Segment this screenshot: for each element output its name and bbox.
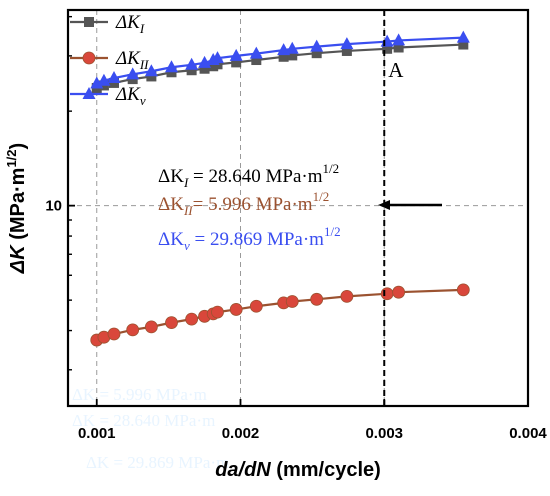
point-k2 [211, 305, 224, 319]
point-kv [211, 51, 224, 64]
annotation-k2-value: = 5.996 MPa·m [193, 194, 313, 215]
legend-item-k2: ΔKII [70, 48, 149, 72]
legend-marker-k2 [82, 51, 96, 65]
point-k2 [340, 289, 354, 303]
legend-item-k1: ΔKI [70, 12, 145, 36]
ghost-text: ΔK = 5.996 MPa·m [72, 385, 207, 404]
x-tick-label: 0.001 [78, 425, 116, 442]
point-k2 [229, 303, 243, 316]
x-tick-label: 0.004 [509, 425, 547, 442]
ghost-text: ΔK = 28.640 MPa·m [72, 411, 215, 430]
point-kv [144, 64, 158, 77]
point-k1 [146, 71, 157, 82]
ghost-text: ΔK = 29.869 MPa·m [86, 453, 229, 472]
x-tick-label: 0.003 [365, 425, 403, 442]
point-k1 [393, 42, 404, 53]
point-k2 [392, 285, 406, 299]
annotation-k1-symbol: ΔK [158, 166, 184, 187]
legend-label-k1: ΔKI [115, 12, 145, 36]
point-kv [285, 41, 299, 54]
point-k2 [380, 287, 394, 301]
point-k2 [165, 316, 178, 330]
point-k1 [287, 50, 298, 61]
point-k1 [278, 51, 289, 62]
annotation-k1-sup: 1/2 [323, 161, 340, 176]
point-k1 [311, 48, 322, 59]
legend-label-kv: ΔKv [115, 84, 146, 108]
point-k1 [186, 65, 197, 76]
svg-text:ΔKI = 28.640 MPa·m1/2: ΔKI = 28.640 MPa·m1/2 [158, 161, 339, 190]
point-k1 [341, 45, 352, 56]
point-k1 [231, 57, 242, 68]
annotation-k2-sub: II [183, 203, 193, 218]
point-kv [392, 33, 406, 46]
legend-marker-kv [82, 87, 96, 99]
point-k1 [166, 67, 177, 78]
point-k1 [458, 39, 469, 50]
legend: ΔKI ΔKII ΔKv [70, 12, 149, 108]
point-kv [229, 48, 243, 61]
point-k2 [144, 320, 158, 334]
point-kv [185, 57, 199, 70]
point-kv [310, 39, 324, 52]
point-k1 [199, 63, 210, 74]
series-k2 [90, 283, 470, 347]
svg-text:ΔKv = 29.869 MPa·m1/2: ΔKv = 29.869 MPa·m1/2 [158, 224, 341, 253]
x-axis-title: da/dN (mm/cycle) [215, 459, 381, 481]
annotation-k1-sub: I [183, 175, 189, 190]
point-k2 [185, 312, 199, 326]
svg-text:ΔKII= 5.996 MPa·m1/2: ΔKII= 5.996 MPa·m1/2 [158, 189, 329, 218]
point-kv [456, 30, 470, 43]
annotation-kv-symbol: ΔK [158, 229, 184, 250]
annotation-k2: ΔKII= 5.996 MPa·m1/2 [158, 189, 329, 218]
plot-frame [66, 8, 530, 408]
point-k2 [285, 295, 299, 308]
point-k2 [249, 299, 263, 313]
point-k1 [382, 43, 393, 54]
annotation-kv-sub: v [184, 238, 190, 253]
marker-label-a: A [388, 58, 404, 82]
point-kv [126, 67, 140, 80]
legend-item-kv: ΔKv [70, 84, 146, 108]
series-layer [90, 30, 470, 347]
annotation-k2-symbol: ΔK [158, 194, 184, 215]
annotation-kv-value: = 29.869 MPa·m [190, 229, 324, 250]
point-kv [107, 71, 121, 84]
point-k2 [107, 327, 121, 341]
series-kv [90, 30, 470, 89]
point-kv [97, 73, 111, 86]
point-kv [249, 46, 263, 59]
y-tick-label: 10 [45, 198, 62, 215]
annotation-k1-value: = 28.640 MPa·m [188, 166, 322, 187]
y-axis-title: ΔK (MPa·m1/2) [4, 143, 29, 274]
x-tick-label: 0.002 [222, 425, 260, 442]
legend-label-k2: ΔKII [115, 48, 149, 72]
legend-marker-k1 [84, 17, 94, 27]
annotation-kv-sup: 1/2 [324, 224, 341, 239]
annotation-arrow [378, 200, 442, 210]
annotation-kv: ΔKv = 29.869 MPa·m1/2 [158, 224, 341, 253]
point-k2 [126, 323, 140, 337]
annotation-k1: ΔKI = 28.640 MPa·m1/2 [158, 161, 339, 190]
point-k2 [456, 283, 470, 297]
point-kv [340, 37, 354, 50]
point-k2 [310, 292, 324, 306]
axis-ticks: 0.001 0.002 0.003 0.004 10 [45, 15, 547, 442]
annotation-k2-sup: 1/2 [313, 189, 330, 204]
point-kv [165, 60, 178, 73]
point-k1 [251, 55, 262, 66]
